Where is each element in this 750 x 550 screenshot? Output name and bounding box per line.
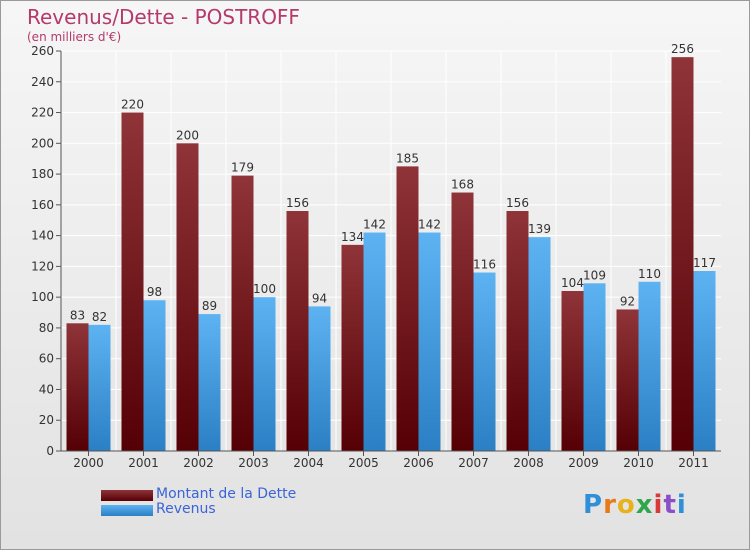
- bar-revenus-2008: [528, 237, 551, 451]
- logo-letter: i: [676, 490, 687, 520]
- bar-dette-2001: [121, 112, 144, 452]
- y-tick-label-240: 240: [31, 75, 54, 89]
- y-tick-label-160: 160: [31, 198, 54, 212]
- data-label-dette-2000: 83: [70, 308, 85, 322]
- data-label-revenus-2003: 100: [253, 282, 276, 296]
- bar-dette-2003: [231, 175, 254, 451]
- y-tick-label-80: 80: [39, 321, 54, 335]
- legend-label-dette: Montant de la Dette: [156, 486, 297, 502]
- bar-revenus-2002: [198, 314, 221, 451]
- data-label-revenus-2007: 116: [473, 258, 496, 272]
- bar-dette-2010: [616, 309, 639, 451]
- bar-dette-2011: [671, 57, 694, 452]
- logo-letter: x: [635, 490, 654, 520]
- bar-revenus-2004: [308, 306, 331, 451]
- bar-revenus-2005: [363, 232, 386, 451]
- bar-revenus-2010: [638, 281, 661, 451]
- x-tick-label-2004: 2004: [293, 456, 324, 470]
- data-label-revenus-2009: 109: [583, 268, 606, 282]
- x-tick-label-2008: 2008: [513, 456, 544, 470]
- data-label-dette-2008: 156: [506, 196, 529, 210]
- y-tick-label-140: 140: [31, 229, 54, 243]
- data-label-revenus-2010: 110: [638, 267, 661, 281]
- chart-title: Revenus/Dette - POSTROFF: [27, 5, 300, 29]
- x-tick-label-2000: 2000: [73, 456, 104, 470]
- logo-letter: t: [663, 490, 677, 520]
- logo-letter: o: [616, 490, 636, 520]
- bar-dette-2006: [396, 166, 419, 451]
- bar-revenus-2003: [253, 297, 276, 451]
- data-label-dette-2005: 134: [341, 230, 364, 244]
- y-tick-label-20: 20: [39, 413, 54, 427]
- y-tick-label-40: 40: [39, 382, 54, 396]
- bar-dette-2000: [66, 323, 89, 451]
- bar-revenus-2001: [143, 300, 166, 451]
- x-tick-label-2009: 2009: [568, 456, 599, 470]
- data-label-revenus-2002: 89: [202, 299, 217, 313]
- y-tick-label-0: 0: [46, 444, 54, 458]
- bar-dette-2004: [286, 211, 309, 451]
- x-tick-label-2010: 2010: [623, 456, 654, 470]
- x-tick-label-2002: 2002: [183, 456, 214, 470]
- proxiti-logo: Proxiti: [583, 490, 687, 520]
- data-label-dette-2007: 168: [451, 178, 474, 192]
- data-label-revenus-2006: 142: [418, 218, 441, 232]
- x-tick-label-2011: 2011: [678, 456, 709, 470]
- bar-dette-2007: [451, 192, 474, 452]
- data-label-revenus-2001: 98: [147, 285, 162, 299]
- data-label-dette-2002: 200: [176, 128, 199, 142]
- y-tick-label-100: 100: [31, 290, 54, 304]
- logo-letter: r: [603, 490, 617, 520]
- data-label-dette-2009: 104: [561, 276, 584, 290]
- data-label-revenus-2000: 82: [92, 310, 107, 324]
- y-tick-label-60: 60: [39, 352, 54, 366]
- logo-letter: P: [583, 490, 604, 520]
- y-tick-label-260: 260: [31, 44, 54, 58]
- bar-revenus-2009: [583, 283, 606, 451]
- legend-swatch-dette: [101, 490, 153, 501]
- x-tick-label-2001: 2001: [128, 456, 159, 470]
- data-label-revenus-2011: 117: [693, 256, 716, 270]
- y-tick-label-200: 200: [31, 136, 54, 150]
- x-tick-label-2005: 2005: [348, 456, 379, 470]
- chart-subtitle: (en milliers d'€): [27, 30, 122, 44]
- bar-revenus-2007: [473, 272, 496, 451]
- legend-swatch-revenus: [101, 505, 153, 516]
- data-label-revenus-2005: 142: [363, 218, 386, 232]
- bar-revenus-2000: [88, 324, 111, 451]
- bar-revenus-2011: [693, 271, 716, 451]
- data-label-dette-2011: 256: [671, 42, 694, 56]
- data-label-dette-2010: 92: [620, 294, 635, 308]
- data-label-dette-2004: 156: [286, 196, 309, 210]
- data-label-dette-2003: 179: [231, 161, 254, 175]
- data-label-revenus-2008: 139: [528, 222, 551, 236]
- bar-dette-2009: [561, 291, 584, 451]
- y-tick-label-120: 120: [31, 259, 54, 273]
- bar-dette-2008: [506, 211, 529, 451]
- x-tick-label-2007: 2007: [458, 456, 489, 470]
- bar-revenus-2006: [418, 232, 441, 451]
- legend-label-revenus: Revenus: [156, 501, 216, 517]
- x-tick-label-2003: 2003: [238, 456, 269, 470]
- data-label-revenus-2004: 94: [312, 291, 327, 305]
- data-label-dette-2001: 220: [121, 98, 144, 112]
- y-tick-label-180: 180: [31, 167, 54, 181]
- x-tick-label-2006: 2006: [403, 456, 434, 470]
- logo-letter: i: [653, 490, 664, 520]
- data-label-dette-2006: 185: [396, 151, 419, 165]
- bar-dette-2005: [341, 244, 364, 451]
- y-tick-label-220: 220: [31, 106, 54, 120]
- bar-dette-2002: [176, 143, 199, 452]
